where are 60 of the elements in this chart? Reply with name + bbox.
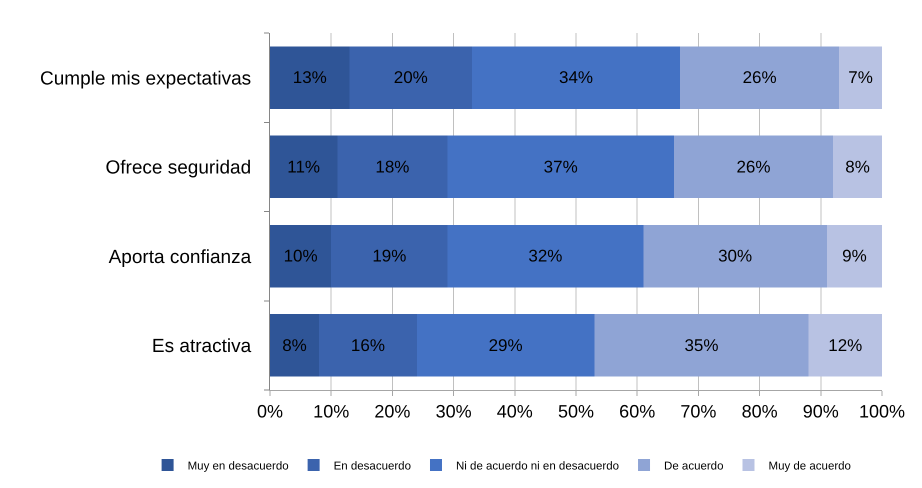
y-tick-label: Ofrece seguridad (105, 158, 252, 179)
x-tick-label: 40% (496, 402, 533, 422)
x-tick-label: 90% (802, 402, 839, 422)
bar (331, 224, 448, 288)
y-tick-label: Es atractiva (152, 336, 252, 358)
bar (680, 46, 840, 109)
data-label: 12% (828, 336, 862, 355)
legend-label: De acuerdo (664, 460, 724, 472)
bar (337, 136, 448, 198)
legend-label: Muy de acuerdo (768, 460, 851, 472)
bar (270, 224, 332, 288)
bar (839, 46, 882, 109)
bar (674, 136, 834, 198)
data-label: 13% (292, 68, 327, 88)
data-label: 37% (544, 157, 578, 176)
data-label: 10% (284, 246, 318, 266)
data-label: 20% (394, 68, 428, 88)
bar (472, 46, 680, 109)
data-label: 26% (742, 68, 777, 88)
data-label: 34% (558, 68, 594, 88)
data-label: 35% (684, 336, 718, 355)
bar (808, 314, 882, 377)
x-tick-label: 30% (436, 402, 472, 422)
x-tick-label: 80% (742, 402, 778, 422)
bar (447, 136, 674, 198)
y-tick-label: Cumple mis expectativas (40, 68, 252, 90)
y-tick-label: Aporta confianza (108, 246, 252, 268)
data-label: 11% (287, 157, 320, 176)
bar (318, 314, 417, 377)
x-tick-label: 60% (619, 402, 656, 422)
x-tick-label: 70% (680, 402, 716, 422)
data-label: 18% (375, 157, 410, 176)
legend-label: Ni de acuerdo ni en desacuerdo (456, 460, 620, 472)
bar (270, 136, 338, 198)
data-label: 19% (372, 246, 406, 266)
legend-label: En desacuerdo (334, 460, 411, 472)
data-label: 9% (842, 246, 867, 266)
data-label: 29% (488, 336, 523, 355)
bar (270, 46, 350, 109)
x-tick-label: 0% (256, 402, 284, 422)
data-label: 26% (736, 157, 770, 176)
data-label: 32% (528, 246, 562, 266)
data-label: 8% (282, 336, 307, 355)
data-label: 7% (848, 68, 873, 88)
bar (447, 224, 644, 288)
bar (416, 314, 594, 377)
bar (270, 314, 319, 377)
bar (350, 46, 472, 109)
bar (833, 136, 882, 198)
data-label: 30% (718, 246, 752, 266)
x-tick-label: 10% (313, 402, 350, 422)
bar (826, 224, 882, 288)
bar (643, 224, 827, 288)
legend-label: Muy en desacuerdo (188, 460, 289, 472)
bar (594, 314, 809, 377)
data-label: 16% (350, 336, 385, 355)
x-tick-label: 50% (558, 402, 594, 422)
x-tick-label: 20% (374, 402, 410, 422)
data-label: 8% (845, 157, 870, 176)
x-tick-label: 100% (858, 402, 906, 422)
